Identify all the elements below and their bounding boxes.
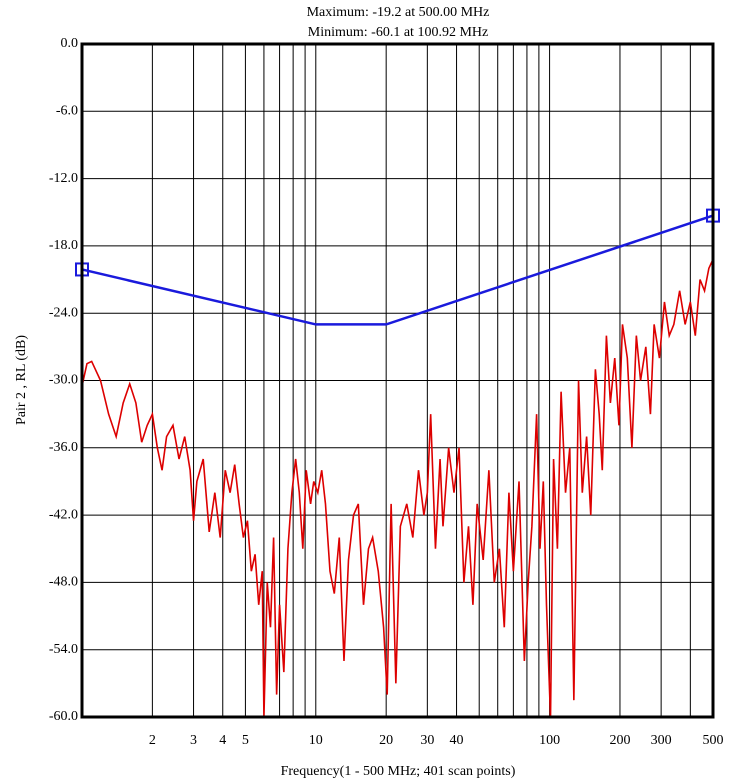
y-axis-label: Pair 2 , RL (dB) <box>14 335 29 425</box>
series-line <box>81 214 714 326</box>
x-tick-label: 500 <box>703 733 724 748</box>
y-tick-label: -48.0 <box>49 575 78 590</box>
y-tick-label: -6.0 <box>56 104 78 119</box>
x-tick-label: 5 <box>242 733 249 748</box>
chart-title: Maximum: -19.2 at 500.00 MHz <box>307 5 490 20</box>
x-tick-label: 30 <box>420 733 434 748</box>
series-line <box>81 259 714 719</box>
y-tick-label: -18.0 <box>49 238 78 253</box>
plot-frame <box>80 42 715 719</box>
x-tick-label: 2 <box>149 733 156 748</box>
x-tick-label: 10 <box>309 733 323 748</box>
y-tick-label: -54.0 <box>49 642 78 657</box>
x-tick-label: 40 <box>450 733 464 748</box>
y-tick-label: -42.0 <box>49 507 78 522</box>
x-tick-label: 4 <box>219 733 226 748</box>
x-axis-label: Frequency(1 - 500 MHz; 401 scan points) <box>281 764 516 779</box>
x-tick-label: 20 <box>379 733 393 748</box>
y-tick-label: 0.0 <box>61 36 79 51</box>
y-tick-label: -60.0 <box>49 709 78 724</box>
x-tick-label: 3 <box>190 733 197 748</box>
chart-title: Minimum: -60.1 at 100.92 MHz <box>308 25 488 40</box>
y-tick-label: -12.0 <box>49 171 78 186</box>
y-tick-label: -24.0 <box>49 305 78 320</box>
x-tick-label: 300 <box>651 733 672 748</box>
y-tick-label: -36.0 <box>49 440 78 455</box>
y-tick-label: -30.0 <box>49 373 78 388</box>
x-tick-label: 200 <box>609 733 630 748</box>
x-tick-label: 100 <box>539 733 560 748</box>
